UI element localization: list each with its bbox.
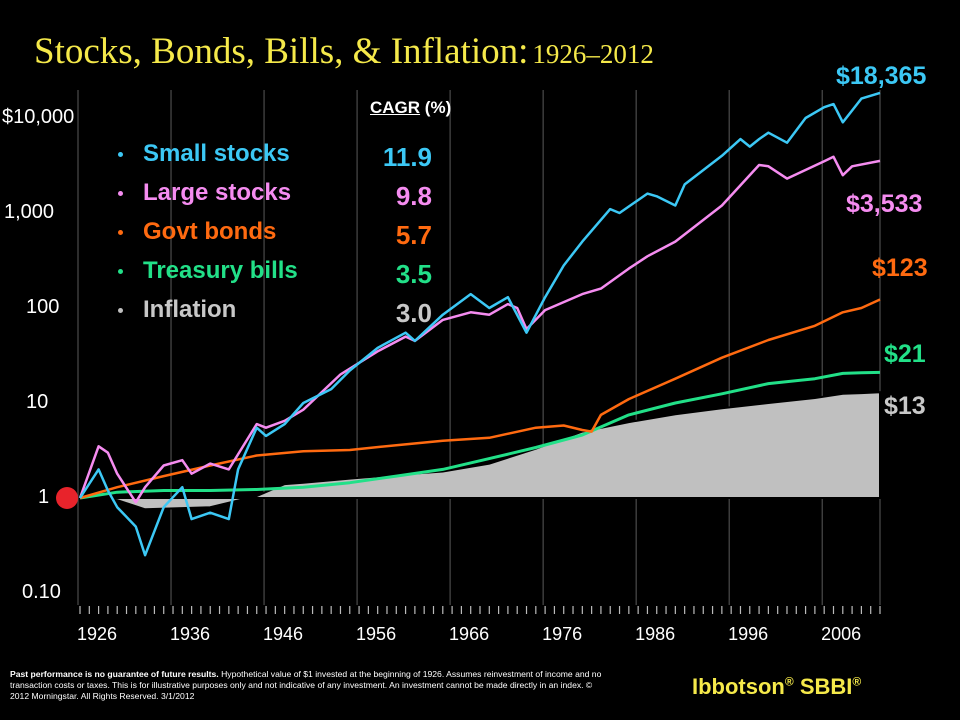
legend-bullet: [118, 230, 123, 236]
brand-reg-2: ®: [852, 674, 862, 689]
legend-item-treasury-bills: Treasury bills: [118, 257, 298, 285]
legend-bullet: [118, 269, 123, 275]
title-years: 1926–2012: [532, 39, 654, 69]
cagr-value-large-stocks: 9.8: [395, 181, 432, 211]
start-marker: [56, 487, 78, 509]
series-line-small-stocks: [78, 91, 881, 557]
brand-logo: Ibbotson® SBBI®: [692, 674, 861, 700]
end-value-govt-bonds: $123: [872, 254, 928, 282]
legend-item-large-stocks: Large stocks: [118, 179, 291, 207]
series-line-treasury-bills: [79, 370, 881, 500]
cagr-header: CAGR (%): [370, 98, 451, 118]
cagr-value-small-stocks: 11.9: [382, 142, 432, 172]
x-tick-label: 1926: [76, 624, 118, 644]
brand-reg-1: ®: [784, 674, 794, 689]
end-value-inflation: $13: [884, 392, 926, 420]
disclaimer-text: Hypothetical value of $1 invested at the…: [10, 669, 602, 701]
chart-title: Stocks, Bonds, Bills, & Inflation: 1926–…: [34, 30, 654, 73]
title-main: Stocks, Bonds, Bills, & Inflation:: [34, 31, 529, 72]
y-tick-label: $10,000: [2, 106, 75, 128]
brand-name: Ibbotson: [692, 674, 785, 699]
legend-label: Small stocks: [143, 140, 290, 167]
y-tick-label: 10: [26, 391, 49, 413]
y-tick-label: 1: [38, 486, 50, 508]
legend-bullet: [118, 191, 123, 197]
x-tick-label: 1986: [635, 624, 676, 644]
cagr-value-treasury-bills: 3.5: [395, 259, 432, 289]
x-tick-label: 1946: [263, 624, 304, 644]
end-value-treasury-bills: $21: [884, 340, 926, 368]
end-value-large-stocks: $3,533: [846, 190, 923, 218]
y-tick-label: 100: [26, 296, 60, 318]
x-tick-label: 1956: [356, 624, 397, 644]
cagr-value-inflation: 3.0: [395, 298, 432, 328]
end-value-small-stocks: $18,365: [836, 62, 927, 90]
cagr-value-govt-bonds: 5.7: [395, 220, 432, 250]
x-tick-label: 1996: [728, 624, 769, 644]
legend-item-small-stocks: Small stocks: [118, 140, 290, 168]
legend-item-govt-bonds: Govt bonds: [118, 218, 276, 246]
brand-suffix: SBBI: [799, 674, 853, 699]
x-tick-label: 2006: [821, 624, 862, 644]
chart-grid: [77, 90, 881, 605]
x-minor-ticks: [79, 606, 881, 614]
chart-series: [78, 91, 881, 557]
series-line-large-stocks: [78, 155, 881, 504]
cagr-header-label: CAGR: [370, 98, 421, 117]
legend-item-inflation: Inflation: [118, 296, 236, 324]
y-tick-label: 0.10: [22, 581, 61, 603]
disclaimer-bold: Past performance is no guarantee of futu…: [10, 669, 219, 679]
x-tick-label: 1936: [169, 624, 211, 644]
legend-label: Treasury bills: [143, 257, 298, 284]
x-tick-label: 1976: [542, 624, 583, 644]
x-tick-label: 1966: [449, 624, 490, 644]
legend-label: Inflation: [143, 296, 237, 323]
legend-bullet: [118, 152, 123, 158]
disclaimer: Past performance is no guarantee of futu…: [10, 669, 610, 702]
y-tick-label: 1,000: [4, 201, 55, 223]
series-line-govt-bonds: [79, 298, 881, 500]
legend-bullet: [118, 308, 123, 314]
cagr-header-unit: (%): [420, 98, 452, 117]
legend-label: Large stocks: [143, 179, 292, 206]
legend-label: Govt bonds: [143, 218, 277, 245]
